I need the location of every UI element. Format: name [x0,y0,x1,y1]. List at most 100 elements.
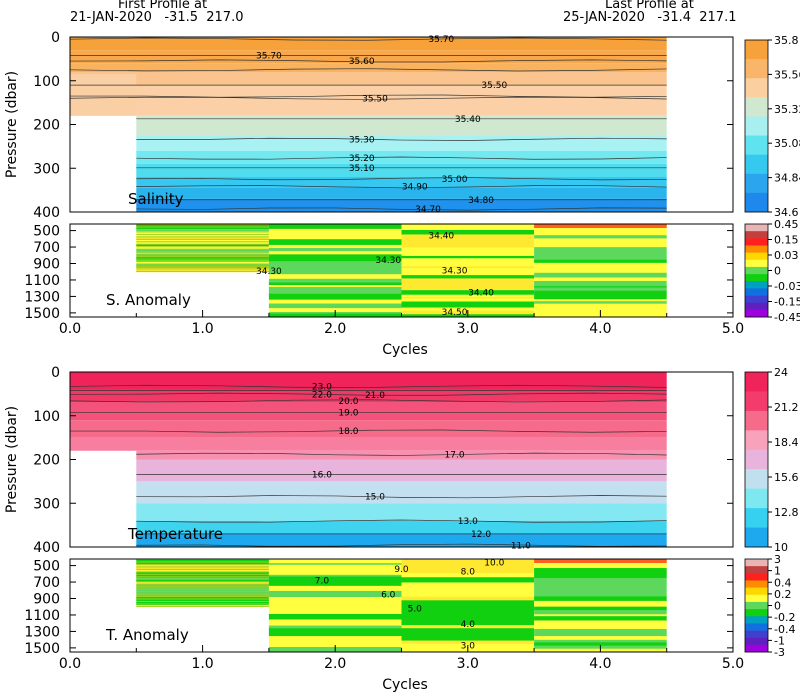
x-tick-label: 4.0 [589,321,611,337]
salinity-band [136,163,667,177]
contour-label: 34.50 [442,308,468,318]
temperature-anomaly-panel-cell [268,597,402,604]
salinity-contour [136,177,667,181]
salinity-anomaly-panel-cell [268,263,402,270]
salinity-anomaly-panel-cell [136,257,269,259]
colorbar-swatch [745,594,768,603]
colorbar-swatch [745,288,768,296]
salinity-anomaly-panel-cell [534,247,667,253]
temperature-anomaly-panel-cell [534,614,667,617]
temperature-anomaly-panel-cell [401,623,535,626]
salinity-anomaly-panel-stripe [136,238,269,240]
colorbar-label: 35.8 [774,34,799,47]
salinity-anomaly-panel-stripe [136,263,269,265]
colorbar-swatch [745,559,768,567]
salinity-anomaly-panel-cell [534,262,667,270]
temperature-anomaly-panel-stripe [136,586,269,588]
colorbar-swatch [745,224,768,232]
salinity-anomaly-panel-cell [268,304,402,309]
temperature-anomaly-panel-cell [534,625,667,630]
salinity-anomaly-panel-stripe [136,270,269,272]
temperature-anomaly-panel-stripe [136,568,269,570]
colorbar-label: 35.32 [774,103,800,116]
temperature-anomaly-panel-cell [401,631,535,637]
temperature-panel [69,372,667,547]
last-profile-label: Last Profile at [605,0,694,12]
colorbar-label: -0.2 [774,611,795,624]
temperature-anomaly-panel-cell [136,589,269,594]
salinity-anomaly-panel-cell [268,285,402,288]
temperature-anomaly-panel-stripe [136,576,269,578]
contour-label: 18.0 [338,427,358,437]
temperature-anomaly-panel-cell [268,563,402,566]
salinity-anomaly-panel-cell [136,258,269,262]
salinity-anomaly-panel-cell [136,245,269,250]
salinity-anomaly-panel-cell [136,254,269,258]
temperature-anomaly-panel-cell [268,606,402,612]
salinity-band [136,115,667,136]
colorbar-swatch [745,59,768,79]
salinity-band [136,177,667,188]
contour-label: 35.50 [362,94,388,104]
temperature-anomaly-panel-cell [401,563,535,567]
salinity-contour [69,37,667,41]
temperature-band [136,481,667,504]
salinity-anomaly-panel-cell [268,225,402,230]
salinity-anomaly-panel-cell [401,294,535,298]
temperature-anomaly-panel-cell [268,623,402,627]
salinity-anomaly-panel-cell [268,254,402,258]
salinity-anomaly-panel-cell [401,234,535,240]
temperature-anomaly-panel-cell [534,564,667,569]
salinity-anomaly-panel-stripe [136,233,269,235]
colorbar-swatch [745,266,768,275]
temperature-anomaly-panel-cell [268,625,402,629]
temperature-anomaly-panel-stripe [136,588,269,590]
salinity-anomaly-panel-stripe [136,243,269,245]
temperature-anomaly-panel-cell [534,578,667,584]
salinity-contour [69,94,667,98]
salinity-anomaly-panel-cell [401,224,535,231]
salinity-anomaly-panel-cell [401,242,535,245]
temperature-anomaly-panel-cell [401,577,535,581]
temperature-anomaly-panel-cell [534,639,667,643]
y-tick-label: 1500 [24,306,60,322]
contour-label: 34.30 [375,256,401,266]
salinity-band [70,72,667,86]
temperature-anomaly-panel-cell [401,588,535,593]
colorbar-swatch [745,238,768,246]
salinity-anomaly-panel-stripe [136,246,269,248]
temperature-anomaly-panel-stripe [136,578,269,580]
salinity-anomaly-panel-stripe [136,241,269,243]
temperature-anomaly-panel-cell [268,559,402,564]
salinity-anomaly-panel-cell [268,239,402,246]
salinity-anomaly-panel-cell [136,229,269,232]
colorbar-label: 0 [774,600,781,613]
colorbar-swatch [745,449,768,470]
temperature-contour [136,519,667,523]
salinity-anomaly-panel-cell [534,294,667,300]
salinity-anomaly-panel-cell [268,299,402,305]
x-tick-label: 5.0 [722,321,744,337]
salinity-anomaly-panel-stripe [136,265,269,267]
panel-label: Salinity [128,190,184,208]
salinity-anomaly-panel-cell [534,272,667,278]
temperature-anomaly-panel-cell [534,634,667,637]
salinity-axes: 0 100 200 300 400 Pressure (dbar) Salinity [4,30,734,221]
colorbar-swatch [745,527,768,548]
colorbar-swatch [745,135,768,155]
contour-label: 35.70 [428,35,454,45]
contour-label: 6.0 [381,590,396,600]
salinity-anomaly-panel-stripe [136,258,269,260]
contour-label: 8.0 [461,567,476,577]
colorbar-swatch [745,573,768,581]
salinity-anomaly-panel-cell [401,299,535,303]
colorbar-label: 0.03 [774,249,799,262]
contour-label: 20.0 [338,397,358,407]
contour-label: 35.40 [455,115,481,125]
contour-label: 35.50 [481,81,507,91]
salinity-anomaly-panel-cell [268,291,402,295]
contour-label: 12.0 [471,530,491,540]
salinity-band [136,198,667,212]
